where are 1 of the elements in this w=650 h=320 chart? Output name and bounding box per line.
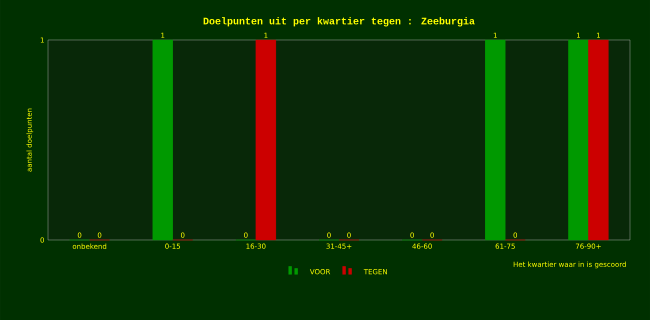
chart-title: Doelpunten uit per kwartier tegen : Zeeburgia — [204, 17, 475, 26]
